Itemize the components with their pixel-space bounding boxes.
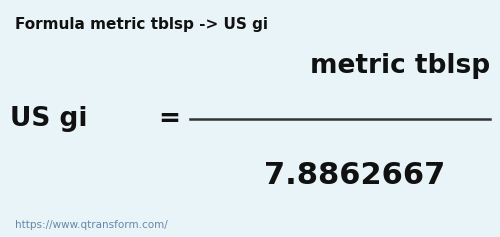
Text: Formula metric tblsp -> US gi: Formula metric tblsp -> US gi bbox=[15, 17, 268, 32]
Text: 7.8862667: 7.8862667 bbox=[264, 161, 446, 190]
Text: US gi: US gi bbox=[10, 105, 88, 132]
Text: metric tblsp: metric tblsp bbox=[310, 53, 490, 79]
Text: https://www.qtransform.com/: https://www.qtransform.com/ bbox=[15, 220, 168, 230]
Text: =: = bbox=[158, 105, 180, 132]
